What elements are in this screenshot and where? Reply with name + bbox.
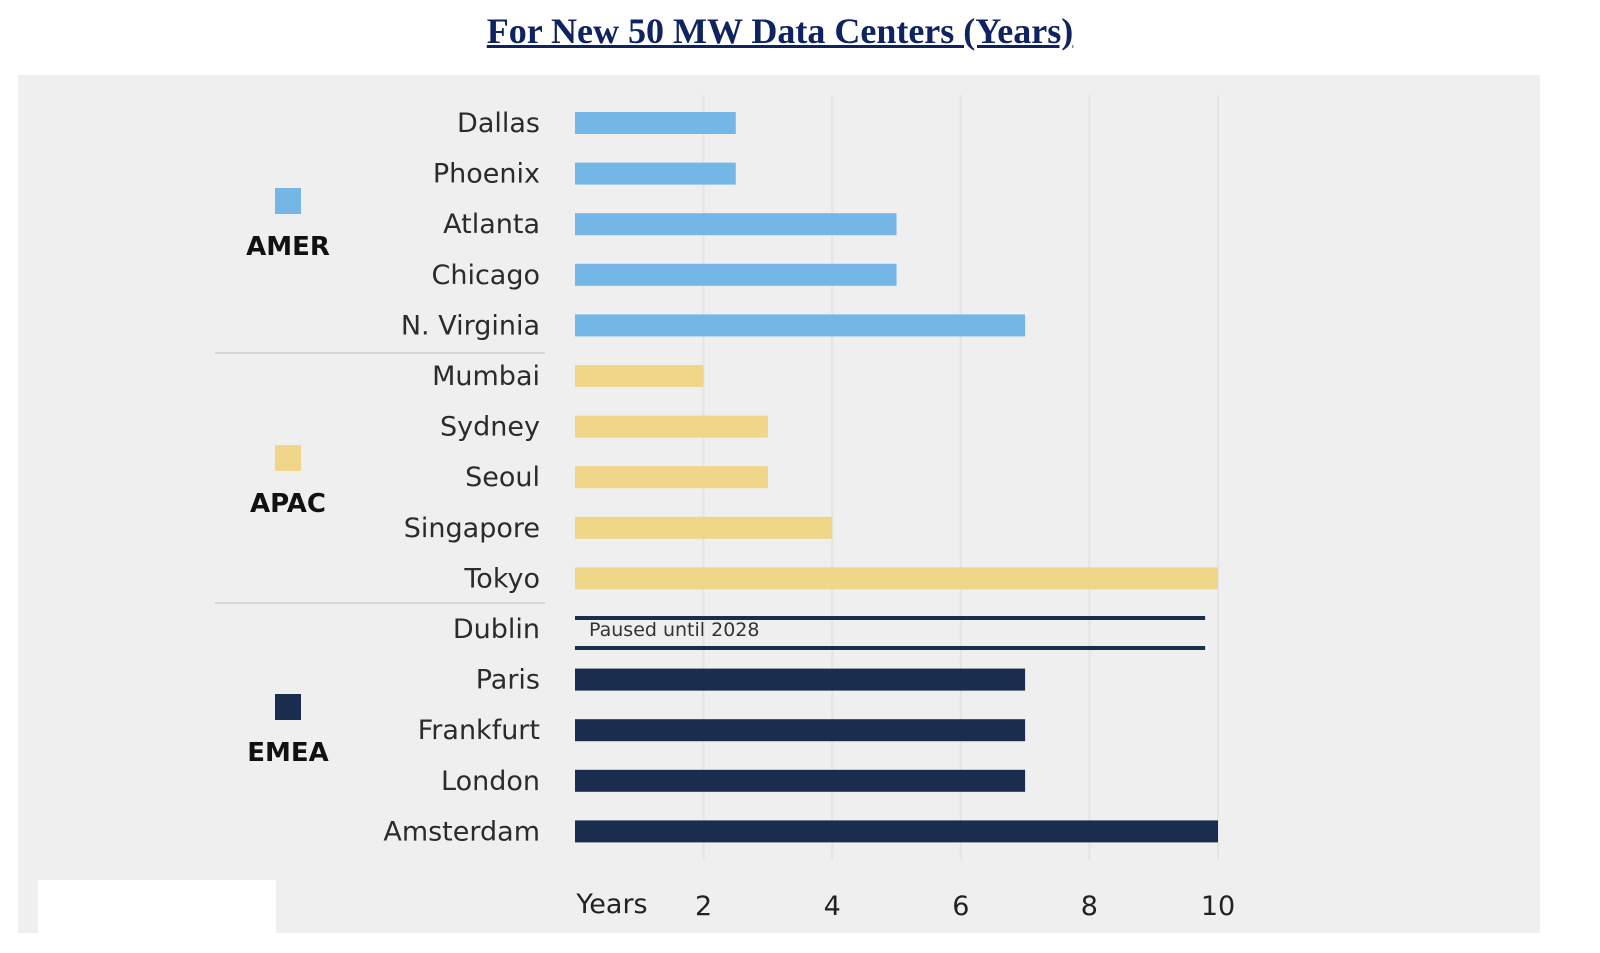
bar-atlanta	[575, 213, 897, 236]
category-label: Chicago	[431, 260, 540, 291]
bar-tokyo	[575, 567, 1218, 590]
category-label: Amsterdam	[383, 816, 540, 847]
legend-label-amer: AMER	[246, 232, 330, 262]
bar-dallas	[575, 112, 736, 134]
category-label: Singapore	[404, 513, 540, 544]
bar-london	[575, 769, 1026, 792]
category-label: Paris	[476, 665, 540, 696]
x-tick-label: 2	[695, 891, 712, 922]
legend-label-apac: APAC	[250, 489, 326, 519]
category-label: Mumbai	[432, 361, 540, 392]
x-tick-label: 10	[1201, 891, 1235, 922]
category-label: Sydney	[440, 412, 540, 443]
paused-annotation: Paused until 2028	[589, 619, 759, 641]
category-label: Tokyo	[463, 563, 540, 594]
category-label: Dublin	[453, 614, 540, 645]
bar-sydney	[575, 415, 768, 438]
bar-n-virginia	[575, 314, 1026, 337]
bar-phoenix	[575, 162, 736, 185]
category-label: Atlanta	[443, 209, 540, 240]
legend-label-emea: EMEA	[247, 738, 329, 768]
category-label: N. Virginia	[401, 310, 540, 341]
x-tick-label: 4	[824, 891, 841, 922]
bar-amsterdam	[575, 820, 1218, 843]
category-label: London	[441, 766, 540, 797]
bar-mumbai	[575, 365, 704, 387]
bar-singapore	[575, 516, 833, 539]
legend-swatch-amer	[275, 188, 301, 214]
x-tick-label: 6	[952, 891, 969, 922]
category-label: Dallas	[457, 108, 540, 139]
bar-chicago	[575, 263, 897, 286]
category-label: Seoul	[465, 462, 540, 493]
legend-swatch-apac	[275, 445, 301, 471]
blank-patch	[38, 880, 276, 940]
bar-frankfurt	[575, 719, 1026, 742]
bar-seoul	[575, 466, 768, 489]
bar-paris	[575, 668, 1026, 691]
x-tick-label: 8	[1081, 891, 1098, 922]
legend-swatch-emea	[275, 694, 301, 720]
x-axis-label: Years	[575, 889, 647, 920]
category-label: Phoenix	[433, 159, 540, 190]
category-label: Frankfurt	[418, 715, 540, 746]
chart-title: For New 50 MW Data Centers (Years)	[486, 11, 1074, 51]
